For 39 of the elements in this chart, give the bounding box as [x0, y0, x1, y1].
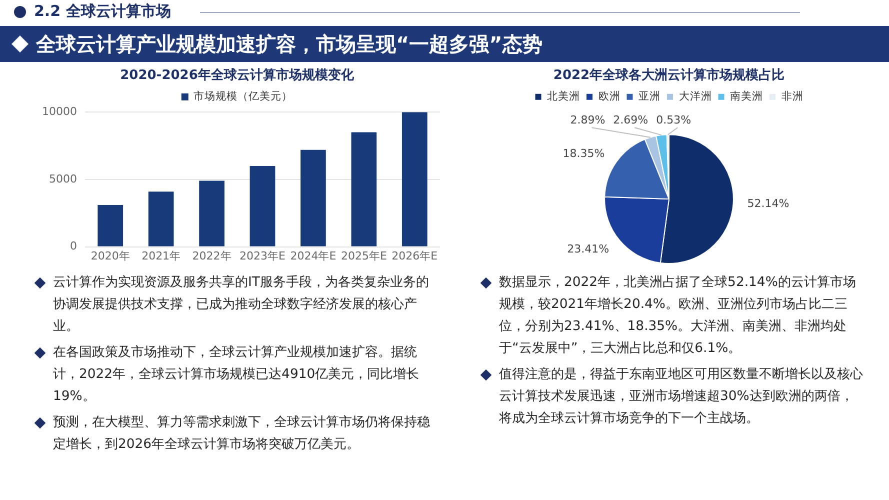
y-tick-label: 5000: [48, 172, 77, 186]
legend-label: 市场规模（亿美元）: [194, 90, 293, 103]
text: 云计算作为实现资源及服务共享的IT服务手段，为各类复杂业务的协调发展提供技术支撑，已成为推动全球数字经济发展的核心产业。: [53, 274, 430, 336]
legend-label: 欧洲: [598, 90, 620, 103]
data-label: 0.53%: [656, 113, 692, 126]
bar: [402, 112, 428, 246]
bar: [199, 180, 224, 246]
legend-label: 南美洲: [730, 90, 763, 103]
data-label: 2.89%: [570, 113, 606, 126]
x-tick-label: 2020年: [90, 249, 130, 262]
x-tick-label: 2025年E: [340, 249, 387, 262]
x-tick-label: 2023年E: [240, 249, 286, 262]
x-tick-label: 2026年E: [392, 249, 438, 262]
x-tick-label: 2021年: [142, 249, 181, 262]
data-label: 2.69%: [613, 113, 648, 126]
text: 在各国政策及市场推动下，全球云计算产业规模加速扩容。据统计，2022年，全球云计算市场规模已达4910亿美元，同比增长19%。: [53, 344, 420, 406]
data-label: 52.14%: [747, 197, 790, 210]
legend-label: 北美洲: [547, 90, 580, 103]
x-tick-label: 2024年E: [290, 249, 336, 262]
bar: [300, 150, 326, 246]
legend-label: 非洲: [781, 90, 804, 103]
text: 2.2 全球云计算市场: [34, 2, 171, 21]
text: 数据显示，2022年，北美洲占据了全球52.14%的云计算市场规模，较2021年增长20.4%。欧洲、亚洲位列市场占比二三位，分别为23.41%、18.35%。大洋洲、南美洲、非洲均处于“云发展中”，三大洲占比总和仅6.1%。: [499, 274, 857, 358]
bar: [98, 205, 124, 246]
chart-title: 2020-2026年全球云计算市场规模变化: [120, 67, 355, 84]
x-tick-label: 2022年: [192, 249, 232, 262]
y-tick-label: 0: [70, 240, 77, 253]
y-tick-label: 10000: [42, 104, 77, 118]
bar: [148, 192, 174, 246]
data-label: 23.41%: [567, 242, 610, 256]
bar: [250, 166, 276, 246]
data-label: 18.35%: [562, 146, 605, 160]
legend-label: 亚洲: [638, 90, 660, 103]
legend-label: 大洋洲: [678, 90, 712, 103]
bar: [351, 132, 377, 246]
text: 预测，在大模型、算力等需求刺激下，全球云计算市场仍将保持稳定增长，到2026年全球云计算市场将突破万亿美元。: [53, 414, 431, 454]
chart-title: 2022年全球各大洲云计算市场规模占比: [553, 67, 785, 84]
text: 全球云计算产业规模加速扩容，市场呈现“一超多强”态势: [36, 30, 542, 58]
text: 值得注意的是，得益于东南亚地区可用区数量不断增长以及核心云计算技术发展迅速，亚洲市场增速超30%达到欧洲的两倍，将成为全球云计算市场竞争的下一个主战场。: [499, 366, 864, 428]
